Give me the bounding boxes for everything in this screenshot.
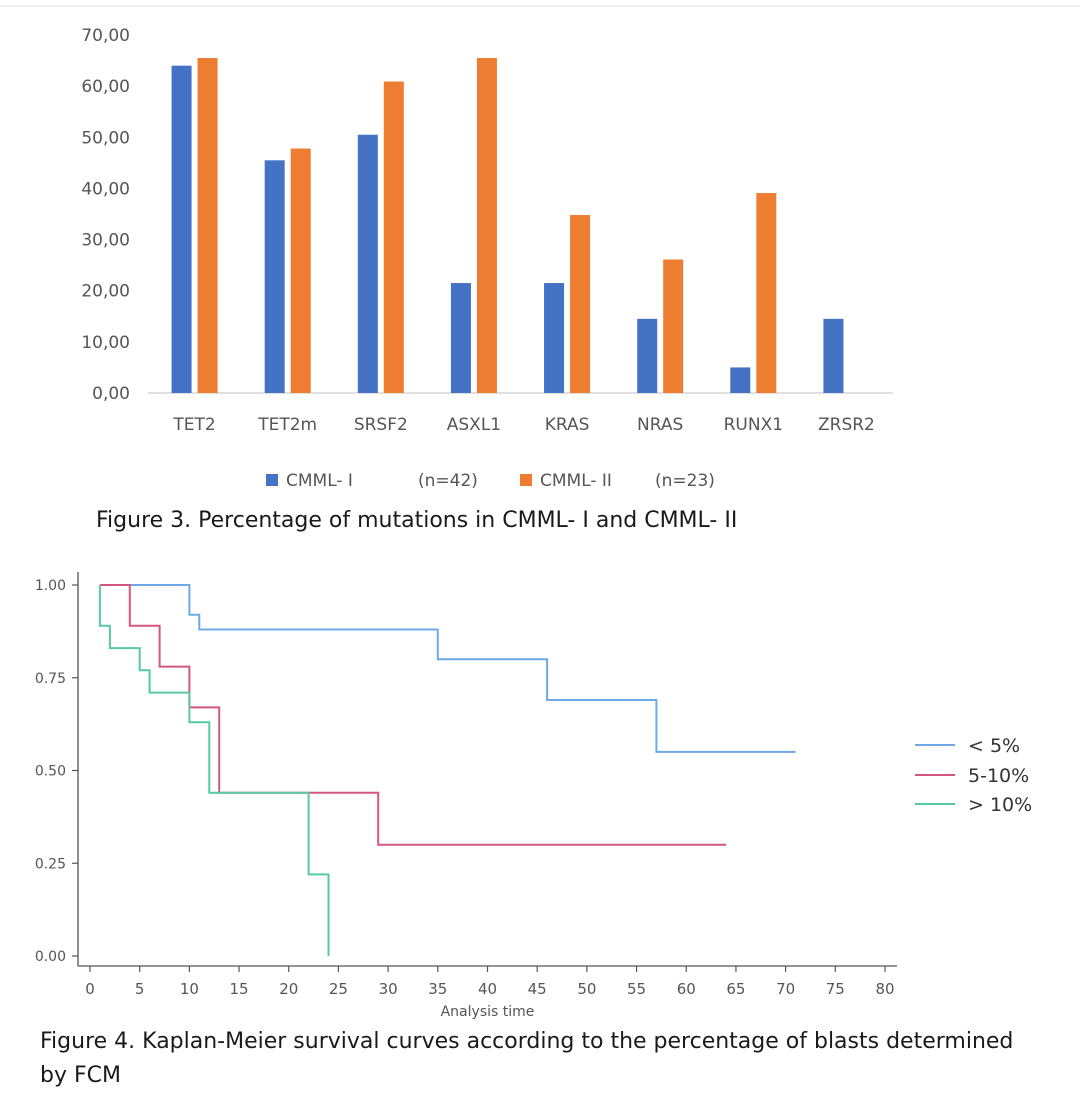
x-tick-label: 15	[230, 980, 249, 998]
x-tick-label: 0	[85, 980, 95, 998]
y-tick-label: 30,00	[81, 231, 130, 251]
x-tick-label: ASXL1	[447, 415, 501, 435]
x-tick-label: 10	[180, 980, 199, 998]
mutation-bar-chart: 0,00 10,00 20,00 30,00 40,00 50,00 60,00 70,00 T…	[81, 26, 893, 491]
bar-nras-series-2	[663, 259, 684, 393]
y-tick-label: 20,00	[81, 282, 130, 302]
bar-srsf2-series-1	[357, 134, 378, 393]
x-tick-label: 70	[776, 980, 795, 998]
y-tick-label: 10,00	[81, 333, 130, 353]
legend-count: (n=23)	[655, 471, 715, 491]
legend-label: < 5%	[968, 735, 1020, 757]
top-divider	[0, 5, 1080, 7]
km-curve-series-2	[99, 584, 726, 846]
x-tick-label: 45	[528, 980, 547, 998]
legend-label: 5-10%	[968, 765, 1029, 787]
legend-label: > 10%	[968, 794, 1032, 816]
y-tick-label: 0,00	[92, 384, 130, 404]
y-tick-label: 0.25	[35, 856, 66, 872]
x-tick-label: TET2m	[257, 415, 317, 435]
bar-tet2-series-2	[197, 58, 218, 394]
x-tick-label: SRSF2	[354, 415, 408, 435]
x-tick-label: KRAS	[545, 415, 590, 435]
y-tick-label: 50,00	[81, 128, 130, 148]
x-tick-label: ZRSR2	[818, 415, 875, 435]
bar-tet2-series-1	[171, 65, 192, 393]
y-tick-label: 40,00	[81, 179, 130, 199]
x-tick-label: 20	[279, 980, 298, 998]
x-tick-label: 65	[726, 980, 745, 998]
bar-srsf2-series-2	[383, 81, 404, 393]
x-tick-label: NRAS	[637, 415, 683, 435]
y-tick-label: 0.75	[35, 671, 66, 687]
legend-count: (n=42)	[418, 471, 478, 491]
x-tick-label: 35	[428, 980, 447, 998]
bar-zrsr2-series-1	[823, 318, 844, 393]
x-tick-label: 55	[627, 980, 646, 998]
bar-kras-series-1	[544, 283, 565, 393]
figure3-caption: Figure 3. Percentage of mutations in CMM…	[96, 508, 738, 533]
bar-asxl1-series-1	[450, 283, 471, 393]
x-tick-label: 50	[577, 980, 596, 998]
bar-tet2m-series-1	[264, 160, 285, 393]
y-tick-label: 0.00	[35, 949, 66, 965]
legend-label: CMML- I	[286, 471, 353, 491]
y-tick-label: 0.50	[35, 764, 66, 780]
x-tick-label: 80	[875, 980, 894, 998]
kaplan-meier-chart: 0.00 0.25 0.50 0.75 1.00 0 5 10 15 20 25 30 35 40 45 50…	[35, 572, 1032, 1020]
bar-nras-series-1	[637, 318, 658, 393]
y-tick-label: 70,00	[81, 26, 130, 46]
legend-swatch-series-1	[266, 474, 278, 486]
bar-tet2m-series-2	[290, 148, 311, 393]
x-tick-label: 75	[826, 980, 845, 998]
x-tick-label: 30	[379, 980, 398, 998]
x-tick-label: 40	[478, 980, 497, 998]
km-curve-series-3	[98, 585, 330, 956]
x-axis-title: Analysis time	[441, 1004, 535, 1020]
legend-swatch-series-2	[520, 474, 532, 486]
y-tick-label: 1.00	[35, 578, 66, 594]
y-tick-label: 60,00	[81, 77, 130, 97]
x-tick-label: 25	[329, 980, 348, 998]
legend-label: CMML- II	[540, 471, 612, 491]
x-tick-label: 5	[135, 980, 145, 998]
x-tick-label: 60	[677, 980, 696, 998]
figure4-caption: Figure 4. Kaplan-Meier survival curves a…	[40, 1029, 1014, 1088]
bar-asxl1-series-2	[476, 58, 497, 394]
bar-kras-series-2	[570, 215, 591, 393]
x-tick-label: RUNX1	[724, 415, 783, 435]
bar-runx1-series-1	[730, 367, 751, 393]
bar-runx1-series-2	[756, 193, 777, 393]
km-curve-series-1	[99, 584, 796, 753]
x-tick-label: TET2	[172, 415, 215, 435]
